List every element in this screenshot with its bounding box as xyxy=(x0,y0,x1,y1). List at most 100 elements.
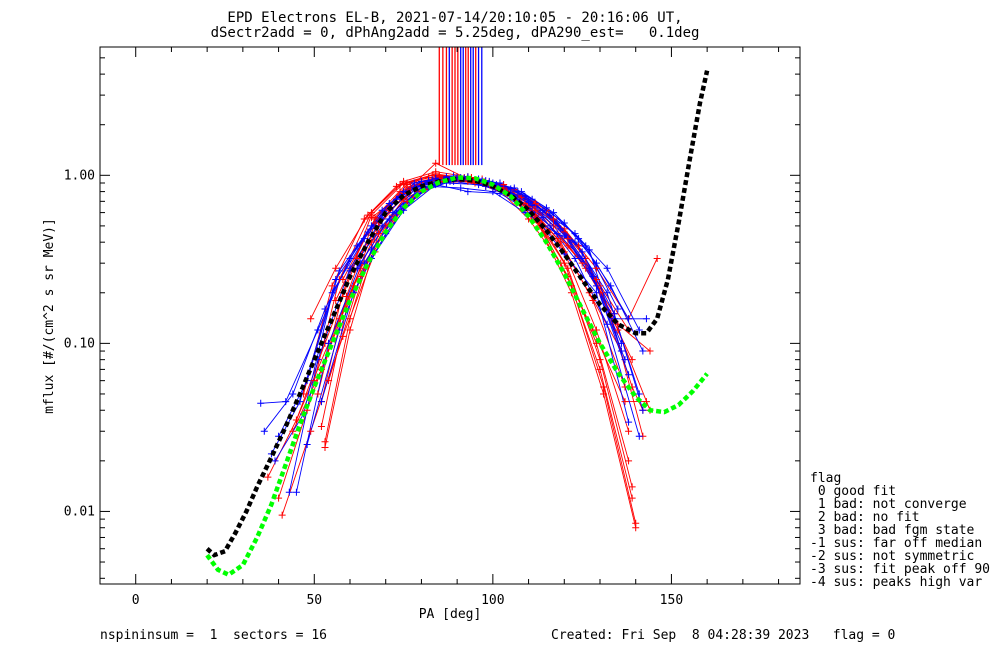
data-point xyxy=(285,488,293,496)
data-point xyxy=(317,423,325,431)
data-point xyxy=(600,383,608,391)
data-point xyxy=(378,206,386,214)
data-point xyxy=(339,275,347,283)
data-point xyxy=(596,365,604,373)
data-point xyxy=(621,356,629,364)
legend-item: -1 sus: far off median xyxy=(810,536,983,551)
data-point xyxy=(546,211,554,219)
x-tick-label: 50 xyxy=(306,593,322,608)
series-layer xyxy=(260,162,658,528)
data-series-red xyxy=(313,171,630,432)
data-point xyxy=(632,519,640,527)
data-point xyxy=(592,289,600,297)
data-point xyxy=(364,228,372,236)
data-point xyxy=(510,184,518,192)
data-point xyxy=(600,390,608,398)
data-point xyxy=(571,230,579,238)
y-tick-label: 0.10 xyxy=(64,336,95,351)
data-point xyxy=(564,235,572,243)
data-point xyxy=(589,272,597,280)
data-point xyxy=(571,238,579,246)
data-point xyxy=(607,282,615,290)
legend-item: -4 sus: peaks high var xyxy=(810,575,983,590)
data-point xyxy=(617,347,625,355)
data-point xyxy=(628,494,636,502)
data-point xyxy=(367,214,375,222)
data-point xyxy=(603,264,611,272)
data-point xyxy=(378,222,386,230)
data-point xyxy=(521,192,529,200)
data-point xyxy=(560,231,568,239)
data-point xyxy=(464,188,472,196)
data-point xyxy=(578,254,586,262)
data-point xyxy=(542,204,550,212)
data-point xyxy=(592,275,600,283)
legend-item: -2 sus: not symmetric xyxy=(810,549,975,564)
data-point xyxy=(553,230,561,238)
data-point xyxy=(635,326,643,334)
data-point xyxy=(532,199,540,207)
data-point xyxy=(325,339,333,347)
data-point xyxy=(325,377,333,385)
data-series-blue xyxy=(295,177,619,493)
data-point xyxy=(321,305,329,313)
data-point xyxy=(653,254,661,262)
data-point xyxy=(625,427,633,435)
footer-right: Created: Fri Sep 8 04:28:39 2023 flag = … xyxy=(551,628,896,643)
x-tick-label: 0 xyxy=(132,593,140,608)
data-series-blue xyxy=(263,175,644,432)
data-point xyxy=(603,320,611,328)
legend-item: 3 bad: bad fgm state xyxy=(810,523,975,538)
data-point xyxy=(560,219,568,227)
data-point xyxy=(592,282,600,290)
data-series-red xyxy=(295,178,615,421)
data-point xyxy=(289,390,297,398)
data-point xyxy=(614,305,622,313)
data-point xyxy=(400,188,408,196)
data-point xyxy=(539,214,547,222)
data-point xyxy=(539,206,547,214)
legend-item: -3 sus: fit peak off 90 xyxy=(810,562,991,577)
footer-left: nspininsum = 1 sectors = 16 xyxy=(100,628,327,643)
data-point xyxy=(307,315,315,323)
data-point xyxy=(621,398,629,406)
x-axis-label: PA [deg] xyxy=(419,607,482,622)
data-point xyxy=(360,215,368,223)
data-point xyxy=(528,195,536,203)
data-point xyxy=(278,511,286,519)
data-point xyxy=(582,242,590,250)
data-point xyxy=(457,184,465,192)
data-point xyxy=(321,438,329,446)
data-point xyxy=(432,159,440,167)
data-point xyxy=(257,399,265,407)
data-point xyxy=(625,457,633,465)
fit-curves-layer xyxy=(205,70,710,578)
vlines-layer xyxy=(438,47,483,166)
plot-frame xyxy=(99,46,801,585)
data-series-blue xyxy=(371,184,630,423)
data-point xyxy=(364,211,372,219)
data-series-blue xyxy=(274,177,626,462)
data-point xyxy=(525,197,533,205)
data-point xyxy=(332,275,340,283)
data-point xyxy=(635,432,643,440)
y-tick-label: 1.00 xyxy=(64,168,95,183)
data-series-blue xyxy=(356,180,647,320)
data-point xyxy=(314,390,322,398)
data-point xyxy=(517,188,525,196)
data-point xyxy=(528,202,536,210)
data-point xyxy=(553,219,561,227)
data-point xyxy=(264,473,272,481)
chart-title-line2: dSectr2add = 0, dPhAng2add = 5.25deg, dP… xyxy=(210,25,700,41)
data-point xyxy=(346,315,354,323)
data-point xyxy=(375,230,383,238)
data-point xyxy=(367,222,375,230)
data-point xyxy=(303,441,311,449)
y-axis-label: mflux [#/(cm^2 s sr MeV)] xyxy=(42,218,57,414)
data-point xyxy=(396,181,404,189)
data-point xyxy=(353,242,361,250)
data-point xyxy=(617,339,625,347)
data-point xyxy=(564,264,572,272)
data-point xyxy=(575,242,583,250)
data-point xyxy=(335,267,343,275)
